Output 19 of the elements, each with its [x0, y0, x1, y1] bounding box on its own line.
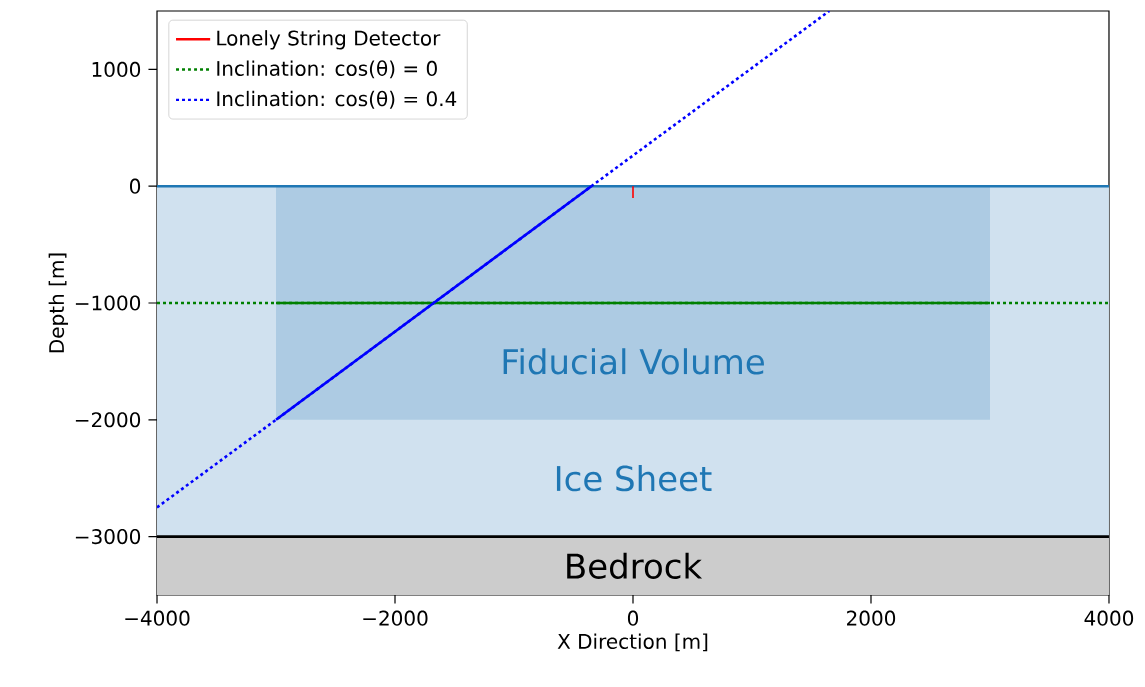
x-axis-title: X Direction [m]	[557, 633, 708, 652]
y-tick-label: −3000	[75, 529, 141, 545]
y-tick-label: 0	[130, 178, 141, 194]
legend-label: Lonely String Detector	[217, 30, 441, 50]
line-series	[157, 10, 831, 509]
y-tick-label: −1000	[75, 295, 141, 311]
y-tick-label: −2000	[75, 412, 141, 428]
band-label: Bedrock	[567, 552, 703, 579]
band-label: Ice Sheet	[556, 465, 712, 492]
x-tick-label: 2000	[847, 610, 896, 626]
legend-label: Inclination: cos(θ) = 0	[217, 60, 437, 79]
annotation: Fiducial Volume	[503, 348, 764, 375]
x-tick-label: 0	[627, 610, 639, 626]
y-axis-title: Depth [m]	[48, 253, 69, 353]
x-tick-label: −2000	[363, 610, 428, 626]
legend-label: Inclination: cos(θ) = 0.4	[217, 90, 457, 109]
y-tick-label: 1000	[92, 61, 141, 77]
x-tick-label: −4000	[125, 610, 190, 626]
x-tick-label: 4000	[1084, 610, 1134, 626]
